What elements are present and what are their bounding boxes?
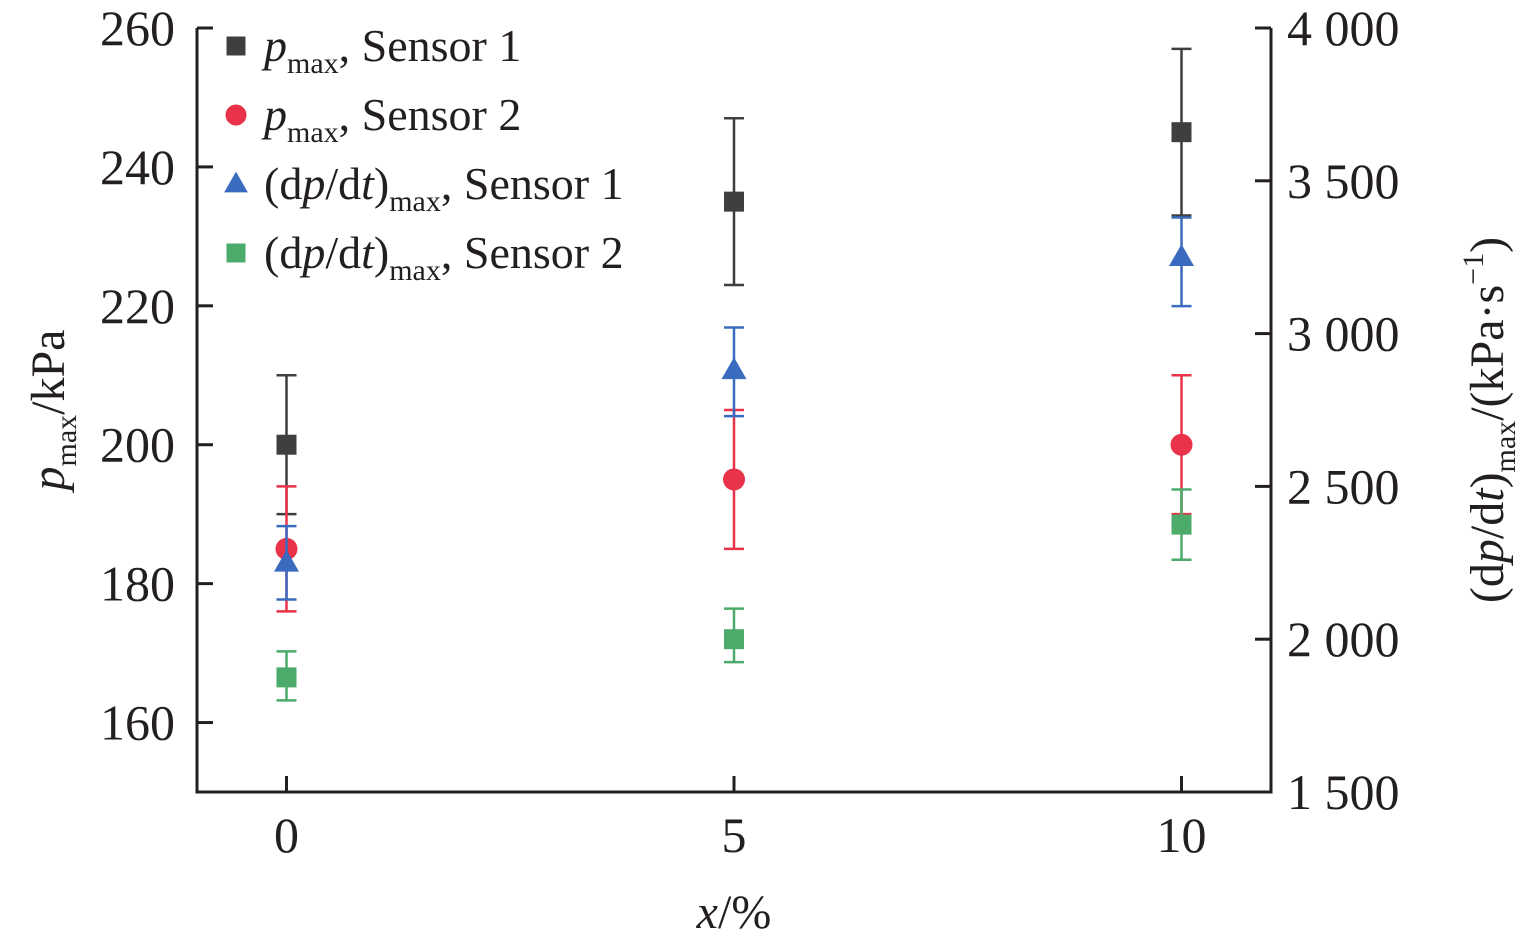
x-tick-label: 10	[1157, 807, 1207, 863]
data-point	[724, 191, 744, 212]
data-point	[1170, 433, 1193, 456]
data-point	[1171, 122, 1192, 143]
y-left-tick-label: 200	[100, 417, 175, 473]
data-point	[276, 434, 297, 455]
y-left-tick-label: 180	[100, 556, 175, 612]
data-point	[724, 629, 744, 650]
data-point	[276, 667, 297, 688]
legend-item-1: pmax, Sensor 1	[226, 20, 521, 80]
x-tick-label: 5	[722, 807, 747, 863]
legend-marker	[226, 243, 246, 263]
y-left-tick-label: 260	[100, 0, 175, 56]
x-axis-title: x/%	[696, 886, 772, 939]
y-right-tick-label: 2 000	[1287, 611, 1400, 667]
y-right-tick-label: 3 500	[1287, 153, 1400, 209]
data-point	[1169, 244, 1194, 267]
legend: pmax, Sensor 1 pmax, Sensor 2 (dp/dt)max, …	[224, 20, 624, 287]
y-left-tick-label: 240	[100, 139, 175, 195]
legend-item-3: (dp/dt)max, Sensor 1	[224, 158, 624, 218]
y-left-axis-title: pmax/kPa	[22, 330, 83, 494]
y-right-tick-label: 2 500	[1287, 458, 1400, 514]
y-left-tick-label: 160	[100, 695, 175, 751]
legend-marker	[226, 36, 246, 56]
y-right-tick-label: 1 500	[1287, 764, 1400, 820]
data-point	[723, 468, 745, 491]
legend-marker	[225, 104, 247, 126]
legend-label: pmax, Sensor 2	[261, 89, 521, 149]
series-4	[276, 488, 1192, 702]
legend-label: pmax, Sensor 1	[261, 20, 521, 80]
legend-item-4: (dp/dt)max, Sensor 2	[226, 227, 624, 287]
data-marks	[274, 47, 1194, 702]
axis-titles: x/% pmax/kPa (dp/dt)max/(kPa·s−1)	[22, 237, 1522, 939]
ticks: 0 5 10 160 180 200 220 240 260 1 500 2 000 2 500 3 0…	[100, 0, 1400, 863]
legend-label: (dp/dt)max, Sensor 2	[264, 227, 624, 287]
y-left-tick-label: 220	[100, 278, 175, 334]
data-point	[274, 549, 299, 572]
y-right-tick-label: 4 000	[1287, 0, 1400, 56]
data-point	[721, 357, 747, 380]
y-right-axis-title: (dp/dt)max/(kPa·s−1)	[1457, 237, 1522, 603]
x-tick-label: 0	[274, 807, 299, 863]
series-3	[274, 216, 1194, 601]
legend-marker	[224, 171, 248, 193]
legend-label: (dp/dt)max, Sensor 1	[264, 158, 624, 218]
legend-item-2: pmax, Sensor 2	[225, 89, 521, 149]
series-2	[275, 374, 1193, 613]
data-point	[1171, 514, 1192, 535]
y-right-tick-label: 3 000	[1287, 306, 1400, 362]
